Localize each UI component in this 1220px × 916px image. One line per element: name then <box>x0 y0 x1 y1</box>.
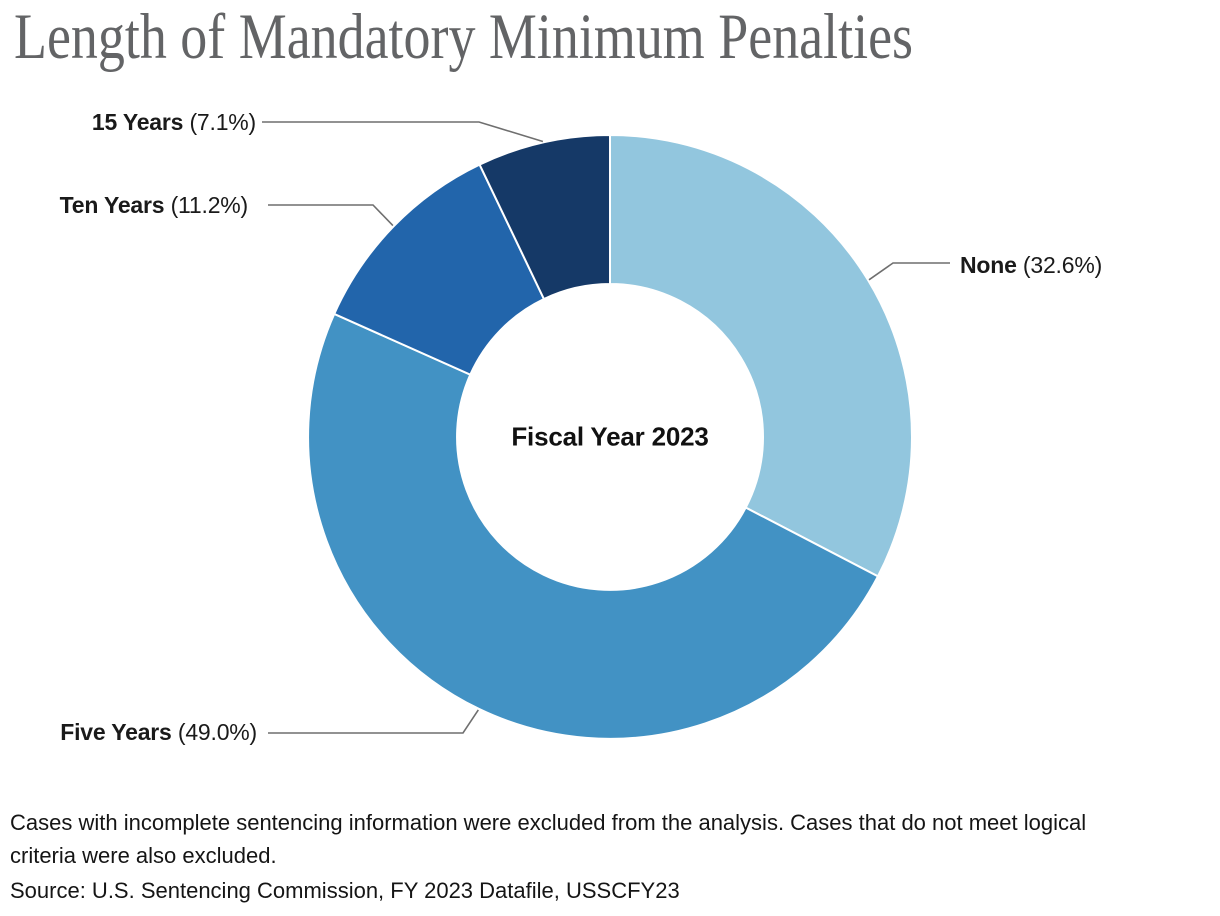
slice-label-ten-years: Ten Years (11.2%) <box>59 190 249 220</box>
chart-title: Length of Mandatory Minimum Penalties <box>14 1 914 73</box>
donut-center-label: Fiscal Year 2023 <box>511 421 709 452</box>
leader-line-none <box>868 262 950 281</box>
slice-label-five-years-name: Five Years <box>60 719 172 745</box>
slice-label-none-pct: (32.6%) <box>1022 252 1103 278</box>
slice-label-15-years: 15 Years (7.1%) <box>92 107 256 137</box>
footnote-line-2: criteria were also excluded. <box>10 843 277 868</box>
slice-label-15-years-pct: (7.1%) <box>189 109 256 135</box>
donut-slice-15-years <box>478 133 611 301</box>
leader-line-five-years <box>268 709 479 734</box>
donut-slice-none <box>609 133 913 578</box>
slice-label-none-name: None <box>960 252 1017 278</box>
source-text: Source: U.S. Sentencing Commission, FY 2… <box>10 878 680 903</box>
slice-label-none: None (32.6%) <box>960 250 1102 280</box>
leader-line-ten-years <box>268 204 394 227</box>
slice-label-five-years-pct: (49.0%) <box>177 719 257 745</box>
slice-label-ten-years-name: Ten Years <box>59 192 165 218</box>
slice-label-15-years-name: 15 Years <box>91 109 184 135</box>
leader-line-15-years <box>262 121 544 143</box>
slice-label-ten-years-pct: (11.2%) <box>170 192 249 218</box>
footnote-text: Cases with incomplete sentencing informa… <box>10 806 1086 872</box>
donut-slice-five-years <box>307 312 880 740</box>
slice-label-five-years: Five Years (49.0%) <box>60 717 257 747</box>
footnote-line-1: Cases with incomplete sentencing informa… <box>10 810 1087 835</box>
